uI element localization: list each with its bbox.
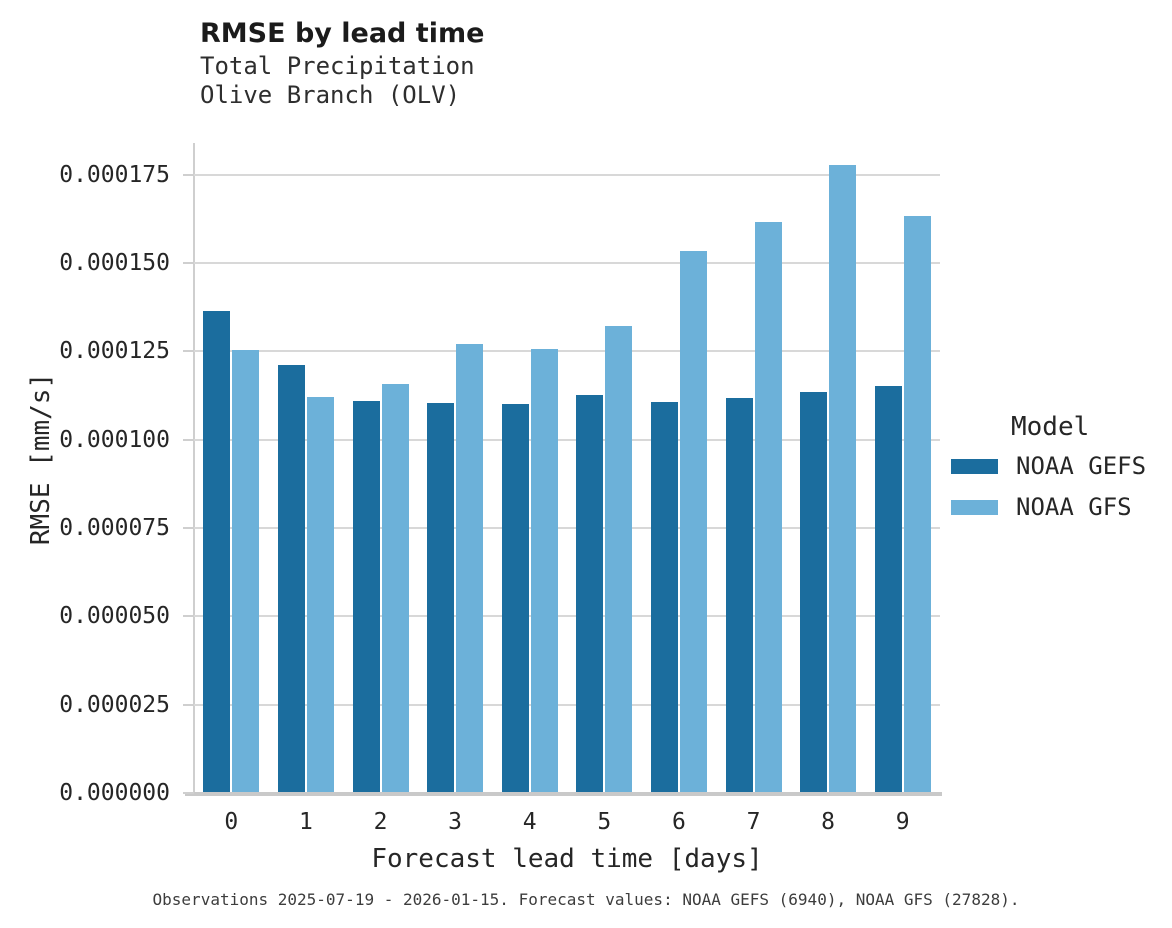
x-tick-label-3: 3: [448, 809, 463, 835]
y-tick-mark-0.000125: [183, 350, 194, 353]
title-block: RMSE by lead time Total Precipitation Ol…: [200, 16, 484, 110]
gridline-0.000100: [194, 438, 940, 441]
bar-noaa-gefs-lead-0: [203, 310, 231, 793]
legend-item-noaa-gfs: NOAA GFS: [951, 493, 1146, 521]
legend-swatch-noaa-gfs: [951, 499, 998, 515]
bar-noaa-gfs-lead-7: [754, 222, 782, 793]
x-tick-label-6: 6: [671, 809, 686, 835]
legend-swatch-noaa-gefs: [951, 458, 998, 474]
bar-noaa-gfs-lead-6: [679, 251, 707, 793]
bar-noaa-gfs-lead-3: [456, 344, 484, 793]
bar-noaa-gfs-lead-1: [306, 397, 334, 793]
legend-label-noaa-gfs: NOAA GFS: [1016, 493, 1132, 521]
x-tick-label-9: 9: [895, 809, 910, 835]
x-tick-label-2: 2: [373, 809, 388, 835]
plot-area: [194, 143, 940, 793]
x-tick-label-8: 8: [821, 809, 836, 835]
legend-item-noaa-gefs: NOAA GEFS: [951, 452, 1146, 480]
gridline-0.000150: [194, 262, 940, 265]
bar-noaa-gefs-lead-7: [725, 398, 753, 793]
y-tick-mark-0.000050: [183, 615, 194, 618]
bar-noaa-gefs-lead-8: [800, 391, 828, 793]
y-tick-label-0.000025: 0.000025: [59, 691, 170, 718]
bar-noaa-gfs-lead-8: [829, 164, 857, 793]
bar-noaa-gefs-lead-6: [650, 402, 678, 793]
x-tick-label-5: 5: [597, 809, 612, 835]
x-tick-label-4: 4: [522, 809, 537, 835]
bar-noaa-gefs-lead-9: [874, 386, 902, 793]
gridline-0.000075: [194, 527, 940, 530]
legend-title: Model: [1011, 412, 1090, 442]
y-tick-mark-0.000150: [183, 262, 194, 265]
chart-subtitle-station: Olive Branch (OLV): [200, 81, 461, 109]
bar-noaa-gefs-lead-5: [576, 395, 604, 793]
legend: Model NOAA GEFS NOAA GFS: [951, 412, 1146, 534]
x-axis-label: Forecast lead time [days]: [371, 844, 763, 874]
legend-items: NOAA GEFS NOAA GFS: [951, 452, 1146, 521]
y-tick-mark-0.000175: [183, 173, 194, 176]
bar-noaa-gefs-lead-2: [352, 401, 380, 793]
chart-title: RMSE by lead time: [200, 18, 485, 49]
y-tick-mark-0.000000: [183, 792, 194, 794]
y-tick-label-0.000150: 0.000150: [59, 250, 170, 277]
gridline-0.000050: [194, 615, 940, 618]
x-tick-label-1: 1: [298, 809, 313, 835]
y-tick-mark-0.000025: [183, 703, 194, 706]
y-tick-label-0.000100: 0.000100: [59, 426, 170, 453]
bar-noaa-gfs-lead-4: [530, 348, 558, 793]
bar-noaa-gefs-lead-1: [277, 364, 305, 793]
y-tick-label-0.000075: 0.000075: [59, 515, 170, 542]
gridline-0.000025: [194, 703, 940, 706]
bar-noaa-gfs-lead-0: [232, 349, 260, 793]
gridline-0.000175: [194, 173, 940, 176]
x-tick-label-0: 0: [224, 809, 239, 835]
y-tick-mark-0.000075: [183, 527, 194, 530]
x-axis-line: [185, 792, 942, 796]
gridline-0.000125: [194, 350, 940, 353]
y-tick-label-0.000050: 0.000050: [59, 603, 170, 630]
y-axis-spine: [193, 143, 195, 795]
bar-noaa-gfs-lead-9: [903, 216, 931, 793]
bar-noaa-gfs-lead-2: [381, 384, 409, 793]
caption: Observations 2025-07-19 - 2026-01-15. Fo…: [152, 890, 1020, 909]
bar-noaa-gfs-lead-5: [605, 326, 633, 793]
legend-label-noaa-gefs: NOAA GEFS: [1016, 452, 1147, 480]
x-tick-label-7: 7: [746, 809, 761, 835]
y-tick-label-0.000125: 0.000125: [59, 338, 170, 365]
y-tick-label-0.000175: 0.000175: [59, 161, 170, 188]
y-tick-mark-0.000100: [183, 438, 194, 441]
bar-noaa-gefs-lead-4: [501, 403, 529, 793]
chart-subtitle-variable: Total Precipitation: [200, 52, 475, 80]
bar-noaa-gefs-lead-3: [427, 402, 455, 793]
y-tick-label-0.000000: 0.000000: [59, 780, 170, 806]
